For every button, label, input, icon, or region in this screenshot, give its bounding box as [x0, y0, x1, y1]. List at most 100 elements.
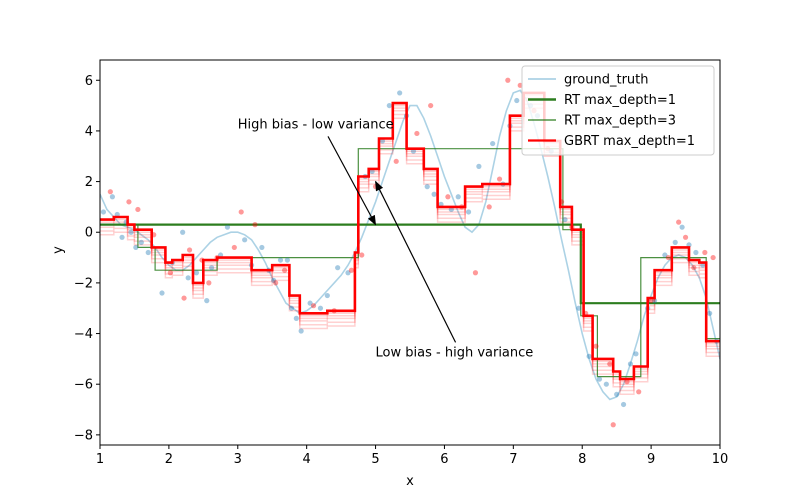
- x-axis-label: x: [406, 474, 414, 489]
- scatter-point-red: [486, 204, 492, 210]
- y-tick-label: −2: [74, 276, 93, 291]
- x-tick-label: 2: [165, 452, 173, 467]
- x-tick-label: 3: [234, 452, 242, 467]
- scatter-point-red: [682, 234, 689, 240]
- scatter-point-red: [472, 270, 479, 276]
- y-tick-label: −6: [74, 378, 93, 393]
- scatter-point-blue: [490, 140, 496, 147]
- scatter-point-blue: [324, 292, 330, 299]
- scatter-point-red: [636, 389, 642, 395]
- x-tick-label: 4: [303, 452, 311, 467]
- scatter-point-blue: [662, 252, 668, 258]
- scatter-point-red: [691, 265, 697, 271]
- scatter-point-blue: [465, 209, 472, 215]
- scatter-point-blue: [707, 310, 713, 316]
- scatter-point-blue: [562, 216, 568, 223]
- scatter-point-blue: [159, 290, 165, 296]
- annotations: High bias - low variance Low bias - high …: [238, 117, 534, 360]
- scatter-point-blue: [298, 328, 304, 334]
- x-tick-label: 10: [712, 452, 729, 467]
- scatter-point-blue: [627, 361, 634, 367]
- scatter-point-red: [348, 267, 355, 273]
- scatter-point-red: [505, 77, 511, 83]
- x-tick-label: 6: [440, 452, 448, 467]
- series-gbrt: [100, 91, 720, 381]
- scatter-point-blue: [576, 305, 582, 311]
- scatter-point-blue: [185, 275, 191, 281]
- scatter-point-red: [607, 361, 613, 367]
- legend-label: GBRT max_depth=1: [564, 134, 695, 149]
- legend-box: [521, 65, 715, 156]
- scatter-point-red: [238, 209, 244, 215]
- series-rt-depth-3: [100, 148, 720, 378]
- series-ground-truth: [100, 89, 720, 401]
- scatter-point-blue: [138, 239, 144, 245]
- scatter-point-red: [167, 270, 173, 276]
- scatter-point-blue: [307, 300, 313, 306]
- scatter-point-blue: [633, 351, 639, 357]
- scatter-point-blue: [133, 244, 139, 251]
- scatter-point-red: [676, 219, 682, 225]
- scatter-point-red: [359, 252, 365, 258]
- scatter-point-blue: [335, 265, 341, 271]
- x-tick-label: 8: [578, 452, 586, 467]
- x-tick-label: 7: [509, 452, 517, 467]
- scatter-point-blue: [288, 305, 295, 311]
- plot-area: [100, 77, 720, 428]
- scatter-point-blue: [119, 234, 125, 240]
- scatter-point-blue: [193, 270, 200, 276]
- scatter-point-blue: [586, 353, 592, 359]
- y-tick-label: 4: [85, 124, 93, 139]
- scatter-point-blue: [209, 265, 215, 271]
- y-tick-label: 0: [85, 226, 93, 241]
- scatter-point-blue: [431, 191, 437, 197]
- y-tick-label: −4: [74, 327, 93, 342]
- axes-frame: [99, 59, 721, 446]
- scatter-point-blue: [596, 376, 603, 382]
- scatter-point-blue: [672, 239, 678, 245]
- scatter-point-blue: [277, 257, 284, 263]
- scatter-point-blue: [145, 249, 151, 256]
- scatter-point-blue: [204, 298, 210, 304]
- scatter-point-red: [231, 244, 237, 251]
- legend-label: RT max_depth=3: [564, 114, 676, 129]
- y-axis-label: y: [51, 246, 66, 254]
- scatter-point-red: [206, 280, 212, 286]
- annotation-arrow: [375, 180, 457, 343]
- scatter-point-red: [710, 254, 716, 261]
- scatter-point-blue: [109, 194, 115, 200]
- x-tick-label: 9: [647, 452, 655, 467]
- scatter-point-blue: [317, 305, 324, 311]
- scatter-point-red: [186, 247, 193, 253]
- scatter-point-red: [393, 158, 399, 164]
- scatter-point-blue: [284, 257, 290, 263]
- scatter-point-red: [310, 303, 317, 309]
- annotation-text: Low bias - high variance: [376, 345, 534, 360]
- scatter-point-blue: [620, 401, 627, 408]
- scatter-point-blue: [397, 90, 403, 96]
- legend-label: RT max_depth=1: [564, 93, 676, 108]
- scatter-point-blue: [128, 229, 134, 235]
- axes: 1 2 3 4 5 6 7 8 9 10 −8 −6 −4 −2 0 2 4 6: [74, 59, 729, 467]
- scatter-point-red: [135, 206, 141, 213]
- scatter-point-blue: [679, 224, 685, 230]
- legend-label: ground_truth: [564, 73, 649, 88]
- scatter-point-blue: [424, 184, 430, 190]
- scatter-point-red: [414, 130, 420, 137]
- scatter-point-red: [107, 189, 113, 195]
- y-tick-label: 6: [85, 74, 93, 89]
- scatter-point-blue: [455, 194, 461, 200]
- scatter-point-blue: [345, 270, 351, 276]
- scatter-point-red: [610, 422, 616, 428]
- annotation-text: High bias - low variance: [238, 117, 394, 132]
- scatter-point-red: [702, 249, 708, 256]
- scatter-point-red: [593, 343, 599, 349]
- scatter-point-blue: [386, 102, 392, 109]
- scatter-point-blue: [224, 224, 231, 230]
- x-tick-label: 5: [371, 452, 379, 467]
- scatter-point-blue: [614, 391, 620, 397]
- scatter-point-red: [252, 222, 258, 228]
- y-tick-label: −8: [74, 428, 93, 443]
- scatter-point-blue: [603, 381, 609, 387]
